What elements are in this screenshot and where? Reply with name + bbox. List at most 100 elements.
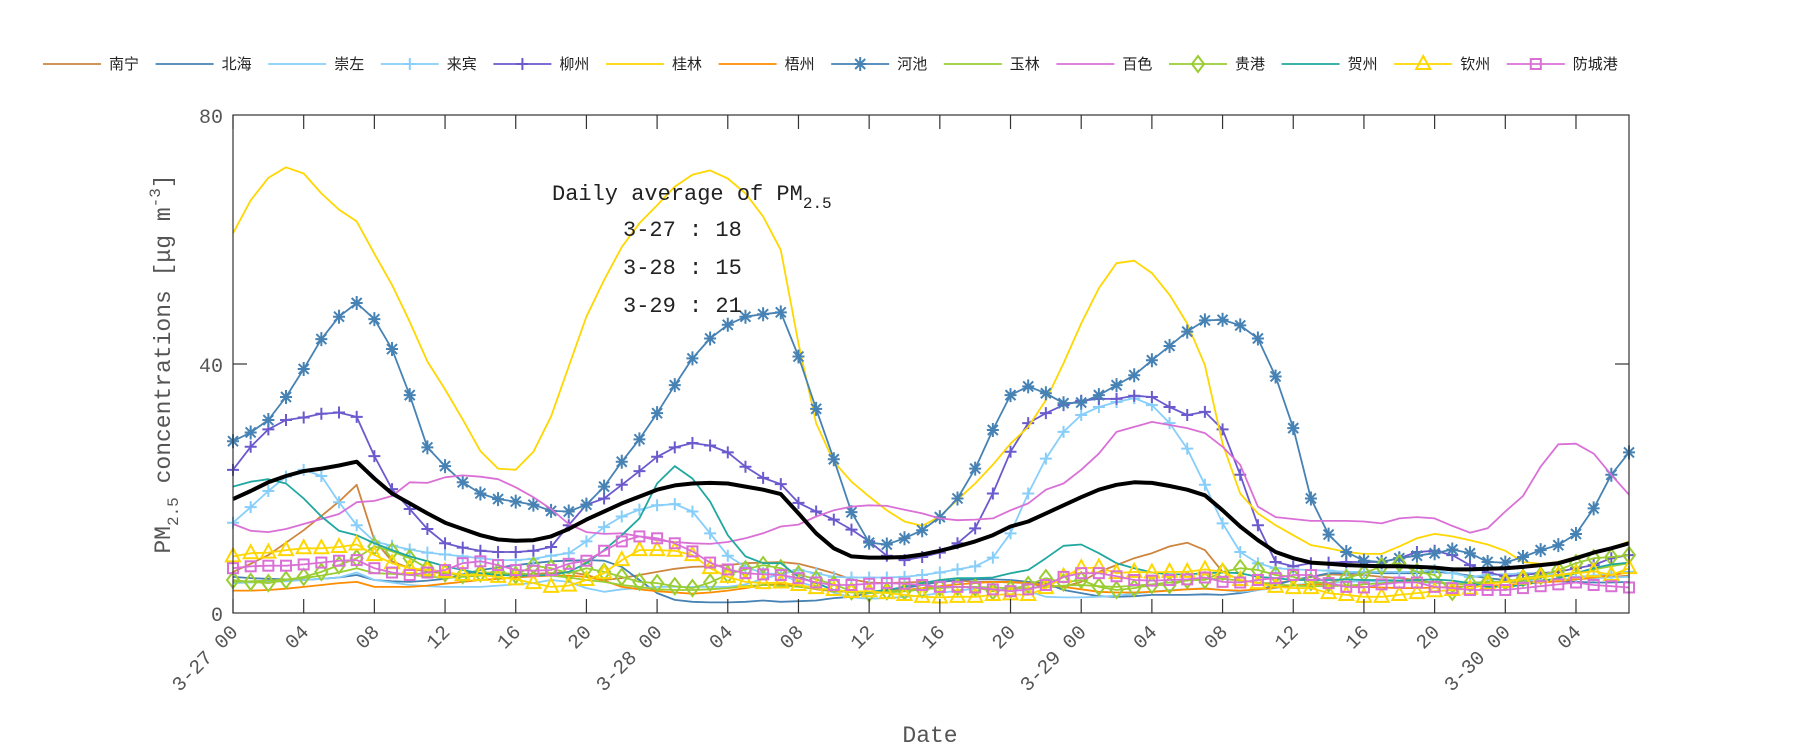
plus-marker [350,410,363,423]
x-tick-label: 04 [281,622,314,655]
square-marker [1481,583,1494,596]
triangle-marker [577,569,596,587]
diamond-marker [702,572,718,593]
x-tick-label: 12 [423,622,456,655]
plus-marker [1198,478,1211,491]
square-marker [1234,576,1247,589]
diamond-marker [1109,580,1124,600]
triangle-marker [878,582,896,600]
plus-marker [615,478,628,491]
series-line [232,420,1630,545]
plus-marker [668,498,681,511]
x-tick-label: 08 [352,622,385,655]
legend-plus-marker [516,58,529,70]
star-marker [1022,379,1035,394]
plus-marker [845,571,858,584]
legend-item: 崇左 [268,55,364,73]
star-marker [580,497,593,512]
star-marker [721,317,734,332]
star-marker [986,422,999,437]
star-marker [810,401,823,416]
square-marker [774,569,787,582]
star-marker [1534,543,1547,558]
plus-marker [986,551,999,564]
legend-item: 防城港 [1506,55,1618,73]
triangle-marker [1337,584,1355,601]
square-marker [421,566,434,579]
plus-marker [1234,545,1247,558]
x-tick-label: 16 [493,622,526,655]
triangle-marker [1584,561,1603,578]
square-marker [1393,576,1406,589]
square-marker [1128,574,1141,587]
square-marker [933,580,946,593]
x-tick-label: 3-29 00 [1016,622,1092,698]
plus-marker [704,527,717,540]
legend-label: 百色 [1122,55,1152,73]
star-marker [280,389,293,404]
triangle-marker [330,536,348,554]
square-marker [986,583,999,596]
star-marker [439,459,452,474]
triangle-marker [895,584,914,601]
square-marker [297,558,310,571]
legend: 南宁 北海 崇左 来宾 柳州 桂林 梧州 河池 玉林 百色 贵港 贺州 钦州 防城港 [43,53,1618,74]
star-marker [774,305,787,320]
star-marker [933,510,946,525]
square-marker [1181,573,1194,586]
star-marker [1057,396,1070,411]
star-marker [1128,368,1141,383]
plus-marker [315,470,328,483]
square-marker [1022,583,1035,596]
star-marker [1552,538,1565,553]
diamond-marker [261,573,276,593]
x-tick-label: 3-27 00 [168,622,244,698]
x-tick-label: 08 [776,622,809,655]
square-marker [403,569,416,582]
plus-marker [633,465,646,478]
diamond-marker [1392,553,1407,573]
square-marker [509,564,522,577]
square-marker [598,544,611,557]
square-marker [1410,576,1423,589]
legend-label: 来宾 [447,55,477,73]
star-marker [792,349,805,364]
diamond-marker [614,567,630,587]
triangle-marker [348,534,366,551]
diamond-marker [649,573,665,593]
legend-item: 桂林 [606,55,702,73]
triangle-marker [418,559,437,577]
square-marker [1304,569,1317,582]
square-marker [368,562,381,575]
square-marker [1004,585,1017,598]
square-marker [580,554,593,567]
diamond-marker [1020,575,1036,595]
triangle-marker [401,558,419,575]
plus-marker [615,510,628,523]
square-marker [1075,567,1088,580]
legend-label: 河池 [897,55,927,73]
square-marker [1198,571,1211,584]
star-marker [244,425,257,440]
plus-marker [280,414,293,427]
star-marker [527,497,540,512]
legend-label: 梧州 [785,55,815,73]
triangle-marker [1231,569,1249,587]
legend-label: 贵港 [1235,55,1265,73]
square-marker [739,567,752,580]
square-marker [1110,570,1123,583]
diamond-marker [296,567,311,587]
diamond-marker [1232,558,1248,578]
square-marker [1499,583,1512,596]
square-marker [1163,574,1176,587]
star-marker [1587,501,1600,516]
y-axis-title-part: -3 [147,188,165,207]
square-marker [1057,570,1070,583]
square-marker [1428,580,1441,593]
legend-label: 南宁 [109,55,139,73]
plus-marker [297,411,310,424]
diamond-marker [1533,565,1548,586]
star-marker [1216,312,1229,327]
star-marker [1375,554,1388,569]
plus-marker [1039,452,1052,465]
